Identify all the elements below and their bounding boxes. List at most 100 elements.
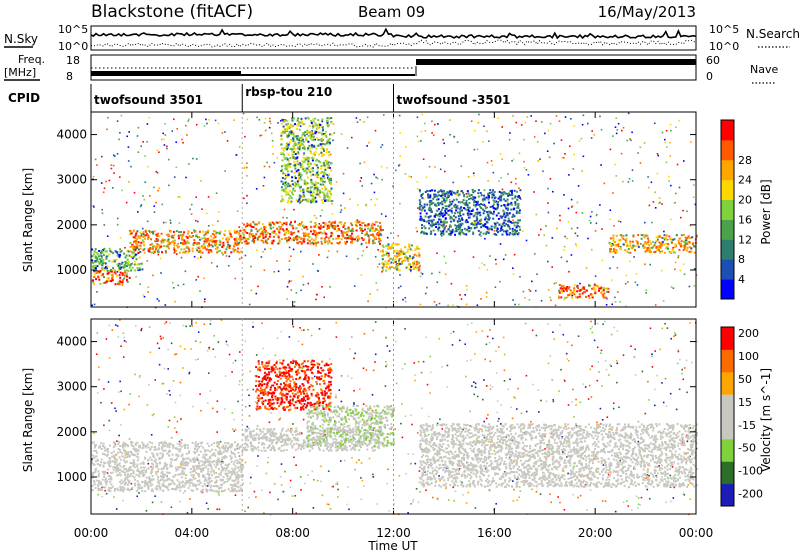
noise-cell bbox=[127, 160, 130, 162]
scatter-cell bbox=[360, 237, 363, 240]
scatter-cell bbox=[124, 271, 126, 274]
scatter-cell bbox=[575, 296, 578, 299]
scatter-cell bbox=[294, 123, 297, 126]
scatter-cell bbox=[400, 250, 403, 253]
scatter-cell bbox=[210, 235, 213, 238]
scatter-cell bbox=[643, 246, 646, 249]
noise-cell bbox=[491, 386, 494, 388]
noise-cell bbox=[544, 448, 546, 450]
scatter-cell bbox=[428, 215, 431, 218]
noise-cell bbox=[386, 167, 388, 169]
noise-cell bbox=[627, 112, 630, 115]
scatter-cell bbox=[164, 251, 167, 254]
scatter-cell bbox=[573, 284, 576, 287]
scatter-cell bbox=[314, 181, 317, 184]
noise-cell bbox=[187, 235, 189, 238]
scatter-cell bbox=[316, 167, 319, 170]
scatter-cell bbox=[286, 119, 289, 122]
scatter-cell bbox=[427, 193, 429, 196]
noise-cell bbox=[525, 374, 528, 377]
scatter-cell bbox=[382, 250, 384, 253]
scatter-cell bbox=[396, 255, 399, 258]
scatter-cell bbox=[285, 221, 288, 224]
colorbar-tick-label: 16 bbox=[738, 213, 752, 226]
noise-cell bbox=[244, 461, 247, 464]
noise-cell bbox=[189, 498, 191, 500]
scatter-cell bbox=[242, 223, 245, 226]
scatter-cell bbox=[482, 203, 484, 206]
scatter-cell bbox=[408, 245, 411, 248]
scatter-cell bbox=[120, 250, 123, 252]
scatter-cell bbox=[280, 200, 283, 203]
scatter-cell bbox=[467, 230, 470, 233]
noise-cell bbox=[567, 221, 570, 223]
noise-cell bbox=[661, 382, 663, 384]
scatter-cell bbox=[517, 232, 520, 235]
noise-cell bbox=[175, 353, 178, 355]
noise-cell bbox=[252, 321, 254, 323]
noise-cell bbox=[216, 265, 218, 268]
scatter-cell bbox=[431, 220, 433, 223]
scatter-cell bbox=[325, 135, 328, 138]
scatter-cell bbox=[442, 232, 445, 235]
noise-cell bbox=[158, 151, 160, 153]
noise-cell bbox=[601, 228, 603, 230]
noise-cell bbox=[595, 213, 598, 216]
scatter-cell bbox=[92, 253, 95, 256]
scatter-cell bbox=[206, 231, 209, 234]
scatter-cell bbox=[128, 266, 131, 269]
noise-cell bbox=[474, 386, 477, 388]
scatter-cell bbox=[324, 143, 327, 146]
scatter-cell bbox=[420, 204, 423, 207]
noise-cell bbox=[513, 253, 516, 256]
noise-cell bbox=[421, 273, 424, 275]
noise-cell bbox=[635, 273, 638, 275]
scatter-cell bbox=[204, 458, 207, 461]
scatter-cell bbox=[624, 239, 627, 242]
scatter-cell bbox=[323, 162, 326, 165]
scatter-cell bbox=[337, 228, 340, 231]
noise-cell bbox=[518, 226, 521, 228]
noise-cell bbox=[594, 275, 597, 277]
scatter-cell bbox=[494, 223, 497, 226]
noise-cell bbox=[665, 129, 668, 132]
scatter-cell bbox=[465, 208, 468, 211]
noise-cell bbox=[447, 499, 450, 501]
scatter-cell bbox=[116, 254, 119, 257]
scatter-cell bbox=[631, 247, 634, 250]
scatter-cell bbox=[312, 183, 315, 186]
noise-cell bbox=[139, 375, 141, 377]
noise-cell bbox=[201, 491, 204, 494]
scatter-cell bbox=[382, 246, 385, 248]
noise-cell bbox=[654, 207, 657, 209]
scatter-cell bbox=[507, 224, 509, 227]
scatter-cell bbox=[442, 230, 445, 233]
scatter-cell bbox=[655, 236, 658, 239]
noise-cell bbox=[399, 274, 401, 276]
noise-cell bbox=[303, 329, 305, 331]
scatter-cell bbox=[100, 259, 103, 262]
noise-cell bbox=[407, 453, 410, 455]
scatter-cell bbox=[284, 237, 287, 240]
noise-cell bbox=[532, 383, 534, 386]
noise-cell bbox=[535, 491, 538, 493]
noise-cell bbox=[651, 366, 654, 368]
scatter-cell bbox=[160, 446, 163, 449]
noise-cell bbox=[411, 423, 413, 426]
noise-cell bbox=[205, 502, 208, 504]
noise-cell bbox=[495, 503, 497, 505]
scatter-cell bbox=[288, 131, 291, 133]
noise-cell bbox=[167, 426, 170, 428]
scatter-cell bbox=[292, 138, 295, 141]
scatter-cell bbox=[384, 260, 387, 263]
scatter-cell bbox=[316, 225, 319, 228]
noise-cell bbox=[570, 227, 573, 230]
scatter-cell bbox=[473, 226, 476, 229]
scatter-cell bbox=[296, 139, 299, 141]
scatter-cell bbox=[314, 196, 317, 199]
noise-cell bbox=[261, 322, 263, 325]
noise-cell bbox=[168, 419, 171, 422]
scatter-cell bbox=[313, 125, 316, 128]
scatter-cell bbox=[293, 158, 296, 160]
noise-cell bbox=[185, 176, 187, 179]
